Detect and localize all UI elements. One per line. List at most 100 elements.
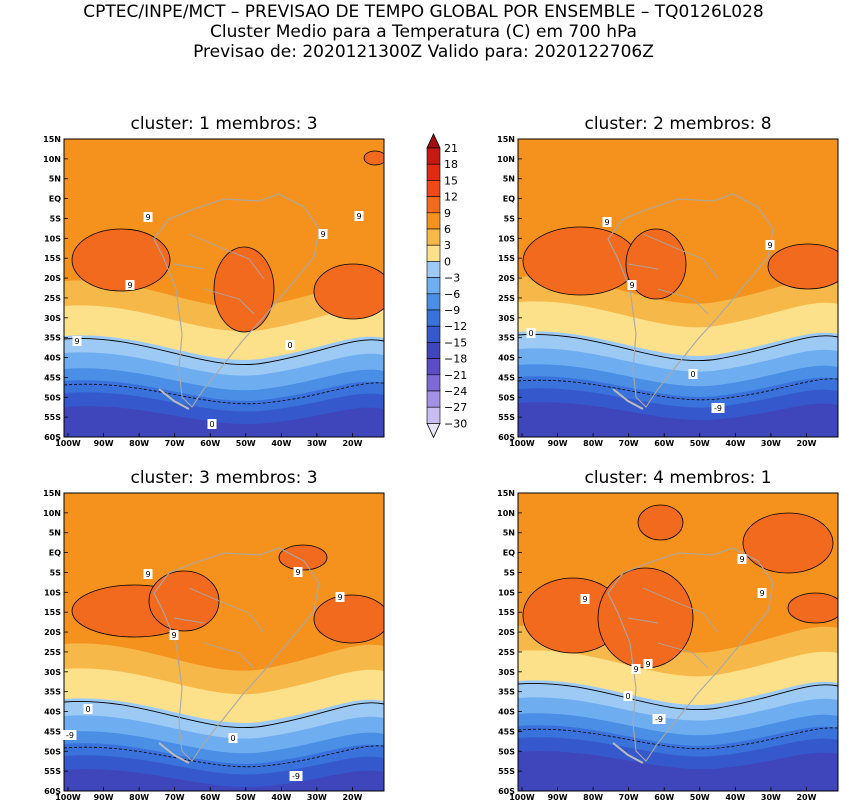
map-panel-4: 15N 10N 5N EQ 5S 10S 15S 20S 25S 30S 35S 40S 45S 50S 5… (497, 489, 839, 802)
lat-tick-label: 55S (498, 767, 515, 776)
colorbar-swatch (426, 147, 441, 165)
contour-label: 9 (171, 631, 176, 640)
lon-tick-label: 90W (548, 793, 568, 802)
lon-tick-label: 20W (796, 439, 816, 448)
lat-tick-label: 10N (43, 155, 61, 164)
contour-label: 9 (739, 555, 744, 564)
warm-region (363, 150, 384, 166)
lat-tick-label: 5S (504, 568, 516, 577)
lon-tick-label: 100W (55, 439, 81, 448)
colorbar-swatch (426, 390, 441, 408)
contour-label: 0 (528, 329, 533, 338)
warm-region (637, 504, 684, 541)
warm-region (597, 567, 694, 669)
lat-tick-label: 55S (44, 413, 61, 422)
lat-tick-label: 10S (44, 588, 61, 597)
colorbar-swatch (426, 325, 441, 343)
lat-tick-label: 50S (498, 747, 515, 756)
lat-tick-label: 15S (44, 608, 61, 617)
warm-region (278, 544, 328, 571)
colorbar-swatch (426, 261, 441, 278)
lat-tick-label: 50S (498, 393, 515, 402)
panel-3-title: cluster: 3 membros: 3 (130, 468, 318, 488)
contour-label: 9 (337, 593, 342, 602)
lat-tick-label: 50S (44, 393, 61, 402)
warm-region (742, 512, 834, 574)
continent-outline (153, 547, 320, 762)
lat-tick-label: 20S (498, 628, 515, 637)
lat-tick-label: 40S (44, 354, 61, 363)
contour-label: 0 (209, 420, 214, 429)
colorbar-swatch (426, 196, 441, 214)
contour-label: 0 (85, 705, 90, 714)
lat-tick-label: 35S (44, 334, 61, 343)
lat-tick-label: 45S (498, 373, 515, 382)
lon-tick-label: 40W (271, 439, 291, 448)
colorbar-label: 9 (444, 207, 451, 220)
warm-region (522, 226, 639, 296)
lat-tick-label: 60S (498, 787, 515, 796)
lon-tick-label: 50W (690, 793, 710, 802)
colorbar-label: 18 (444, 158, 458, 171)
map-panel-3: 15N 10N 5N EQ 5S 10S 15S 20S 25S 30S 35S 40S 45S 50S 5… (43, 489, 385, 802)
lat-tick-label: 15S (44, 254, 61, 263)
lat-tick-label: EQ (49, 549, 61, 558)
lon-tick-label: 90W (94, 439, 114, 448)
lon-tick-label: 60W (654, 439, 674, 448)
panel-1-title: cluster: 1 membros: 3 (130, 114, 318, 134)
contour-label: -9 (655, 715, 663, 724)
lat-tick-label: 5S (50, 214, 62, 223)
contour-label: 0 (287, 341, 292, 350)
contour-label: 9 (633, 665, 638, 674)
lon-tick-label: 50W (236, 439, 256, 448)
lon-tick-label: 80W (583, 439, 603, 448)
lat-tick-label: 20S (498, 274, 515, 283)
lat-tick-label: 10S (498, 588, 515, 597)
lon-tick-label: 70W (165, 793, 185, 802)
lat-tick-label: 45S (44, 727, 61, 736)
lat-tick-label: 60S (44, 433, 61, 442)
contour-label: 9 (582, 595, 587, 604)
colorbar-label: −30 (444, 417, 467, 430)
lon-tick-label: 70W (619, 439, 639, 448)
map-frame (63, 492, 385, 792)
lon-tick-label: 30W (307, 793, 327, 802)
colorbar-label: −9 (444, 304, 460, 317)
lon-tick-label: 80W (129, 793, 149, 802)
lat-tick-label: 40S (498, 354, 515, 363)
lat-tick-label: 10S (498, 234, 515, 243)
lat-tick-label: 45S (44, 373, 61, 382)
warm-region (71, 228, 171, 292)
continent-outline (607, 547, 774, 762)
colorbar-top-arrow (426, 133, 441, 149)
lat-tick-label: 25S (498, 294, 515, 303)
lat-tick-label: 30S (44, 314, 61, 323)
lon-tick-label: 30W (761, 439, 781, 448)
lon-tick-label: 70W (619, 793, 639, 802)
colorbar-swatch (426, 342, 441, 359)
colorbar-label: 3 (444, 239, 451, 252)
lat-tick-label: 60S (44, 787, 61, 796)
lon-tick-label: 20W (342, 793, 362, 802)
lat-tick-label: 55S (498, 413, 515, 422)
lat-tick-label: 10N (43, 509, 61, 518)
lat-tick-label: 15N (43, 489, 61, 498)
main-subtitle: Cluster Medio para a Temperatura (C) em … (210, 22, 637, 42)
colorbar-swatch (426, 277, 441, 295)
colorbar-bottom-arrow (426, 422, 441, 439)
colorbar-label: −12 (444, 320, 467, 333)
warm-region (213, 246, 275, 333)
contour-label: 9 (320, 230, 325, 239)
contour-label: 0 (690, 370, 695, 379)
contour-label: -9 (714, 404, 722, 413)
lat-tick-label: 30S (498, 314, 515, 323)
colorbar-label: −21 (444, 369, 467, 382)
lat-tick-label: 30S (498, 668, 515, 677)
warm-region (767, 243, 838, 290)
lat-tick-label: 5N (503, 175, 515, 184)
lon-tick-label: 60W (654, 793, 674, 802)
lat-tick-label: 15N (43, 135, 61, 144)
lat-tick-label: 50S (44, 747, 61, 756)
contour-label: -9 (66, 731, 74, 740)
lat-tick-label: 15N (497, 135, 515, 144)
